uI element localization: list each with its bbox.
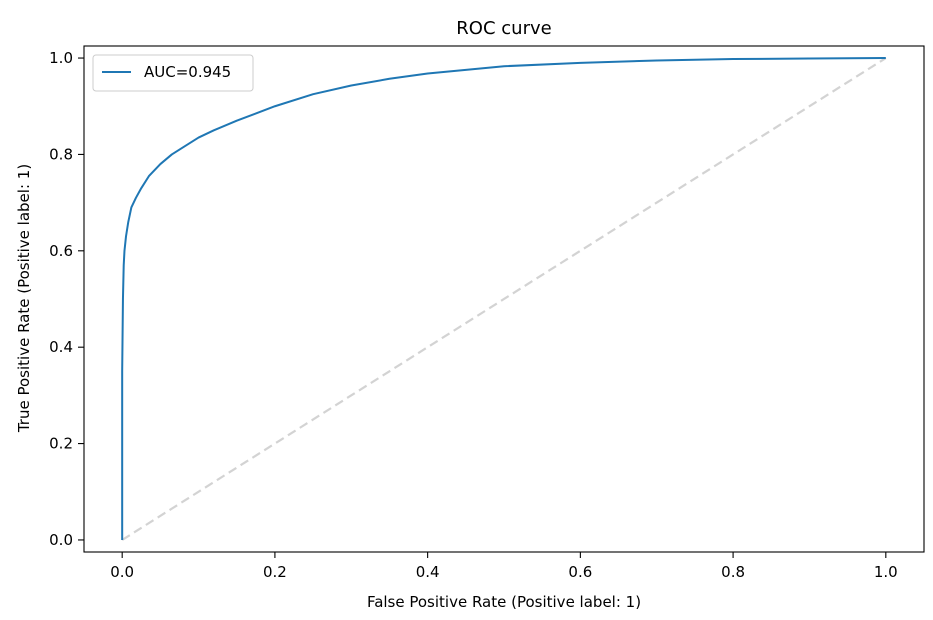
axes: 0.0 0.2 0.4 0.6 0.8 1.0 0.0 0.2 0.4 0.6 0.8 1.0 xyxy=(49,45,925,581)
roc-curve-line xyxy=(121,57,886,540)
x-tick-label: 0.6 xyxy=(568,563,592,581)
chart-title: ROC curve xyxy=(456,18,551,39)
y-tick-label: 0.6 xyxy=(49,242,73,260)
legend-label: AUC=0.945 xyxy=(144,63,231,81)
x-tick-label: 0.2 xyxy=(263,563,287,581)
x-tick-label: 1.0 xyxy=(874,563,898,581)
legend-box xyxy=(92,54,254,92)
axes-frame xyxy=(83,45,925,553)
y-tick-label: 1.0 xyxy=(49,49,73,67)
y-tick-label: 0.8 xyxy=(49,145,73,163)
x-tick-label: 0.0 xyxy=(110,563,134,581)
y-tick-label: 0.0 xyxy=(49,531,73,549)
y-tick-label: 0.4 xyxy=(49,338,73,356)
y-tick-label: 0.2 xyxy=(49,435,73,453)
y-axis-label: True Positive Rate (Positive label: 1) xyxy=(15,164,33,433)
x-tick-label: 0.8 xyxy=(721,563,745,581)
x-tick-label: 0.4 xyxy=(416,563,440,581)
plot-area xyxy=(121,57,887,541)
x-axis-label: False Positive Rate (Positive label: 1) xyxy=(367,593,641,611)
chance-line xyxy=(121,57,887,541)
legend: AUC=0.945 xyxy=(92,54,254,92)
